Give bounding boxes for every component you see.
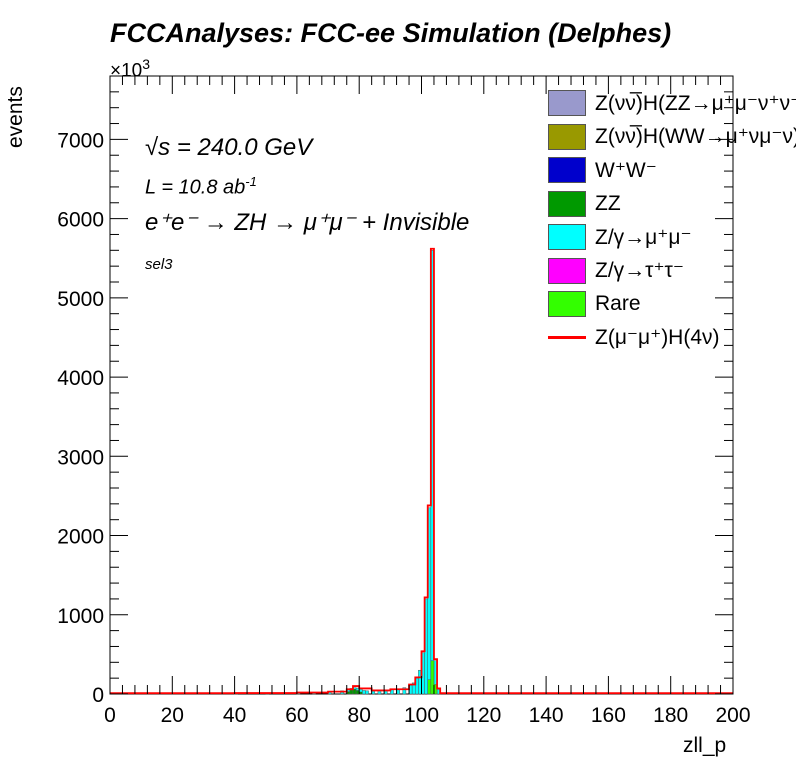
luminosity-power: -1 (245, 174, 257, 189)
legend-swatch (548, 224, 586, 250)
y-tick-label: 4000 (57, 367, 104, 390)
process-annotation: e⁺e⁻ → ZH → μ⁺μ⁻ + Invisible (145, 209, 470, 236)
x-tick-label: 100 (404, 704, 439, 727)
legend-item: Z/γ→μ⁺μ⁻ (548, 222, 692, 252)
selection-annotation: sel3 (145, 256, 173, 273)
legend-label: Rare (595, 292, 641, 315)
y-tick-label: 5000 (57, 288, 104, 311)
y-tick-label: 0 (92, 684, 104, 707)
bar-rare (427, 679, 432, 695)
x-axis-label: zll_p (683, 734, 727, 757)
legend-label: Z/γ→τ⁺τ⁻ (595, 259, 684, 282)
luminosity-value: L = 10.8 ab (145, 176, 246, 199)
legend-label: Z(νν̅)H(WW→μ⁺νμ⁻ν) (595, 125, 796, 148)
legend-item: Rare (548, 289, 641, 319)
x-tick-label: 80 (348, 704, 371, 727)
y-axis-exponent-power: 3 (142, 56, 151, 72)
legend-swatch (548, 257, 586, 284)
legend-item: Z(μ⁻μ⁺)H(4ν) (548, 323, 720, 353)
y-tick-label: 7000 (57, 129, 104, 152)
y-tick-label: 1000 (57, 605, 104, 628)
x-tick-label: 120 (466, 704, 501, 727)
x-tick-label: 0 (104, 704, 116, 727)
y-tick-label: 6000 (57, 209, 104, 232)
legend-label: Z(νν̅)H(ZZ→μ⁺μ⁻ν⁺ν⁻) (595, 91, 796, 115)
x-tick-label: 60 (285, 704, 308, 727)
legend-item: ZZ (548, 189, 621, 219)
legend-swatch (548, 291, 586, 317)
legend-label: Z/γ→μ⁺μ⁻ (595, 225, 692, 249)
legend-swatch (548, 90, 586, 116)
x-tick-label: 200 (715, 704, 750, 727)
legend-label: ZZ (595, 191, 621, 215)
legend-label: Z(μ⁻μ⁺)H(4ν) (595, 326, 720, 349)
y-tick-label: 2000 (57, 526, 104, 549)
legend-swatch (548, 336, 586, 339)
bar-rare (430, 660, 435, 695)
legend-swatch (548, 190, 586, 217)
bar-zz (349, 689, 354, 695)
legend-item: W⁺W⁻ (548, 155, 657, 185)
x-tick-label: 180 (653, 704, 688, 727)
y-tick-label: 3000 (57, 446, 104, 469)
legend-label: W⁺W⁻ (595, 158, 657, 182)
plot-title: FCCAnalyses: FCC-ee Simulation (Delphes) (110, 18, 672, 48)
legend-swatch (548, 157, 586, 183)
x-tick-label: 40 (223, 704, 246, 727)
legend-item: Z(νν̅)H(ZZ→μ⁺μ⁻ν⁺ν⁻) (548, 88, 796, 118)
luminosity-annotation: L = 10.8 ab-1 (145, 174, 257, 200)
bar-z (402, 687, 407, 695)
legend-swatch (548, 123, 586, 150)
x-tick-label: 20 (161, 704, 184, 727)
bar-z (362, 690, 366, 695)
legend: Z(νν̅)H(ZZ→μ⁺μ⁻ν⁺ν⁻) Z(νν̅)H(WW→μ⁺νμ⁻ν) W⁺… (540, 88, 796, 358)
energy-annotation: √s = 240.0 GeV (145, 134, 313, 161)
legend-item: Z/γ→τ⁺τ⁻ (548, 256, 684, 286)
bar-z (365, 690, 369, 695)
x-tick-label: 140 (529, 704, 564, 727)
legend-item: Z(νν̅)H(WW→μ⁺νμ⁻ν) (548, 122, 796, 152)
x-tick-label: 160 (591, 704, 626, 727)
